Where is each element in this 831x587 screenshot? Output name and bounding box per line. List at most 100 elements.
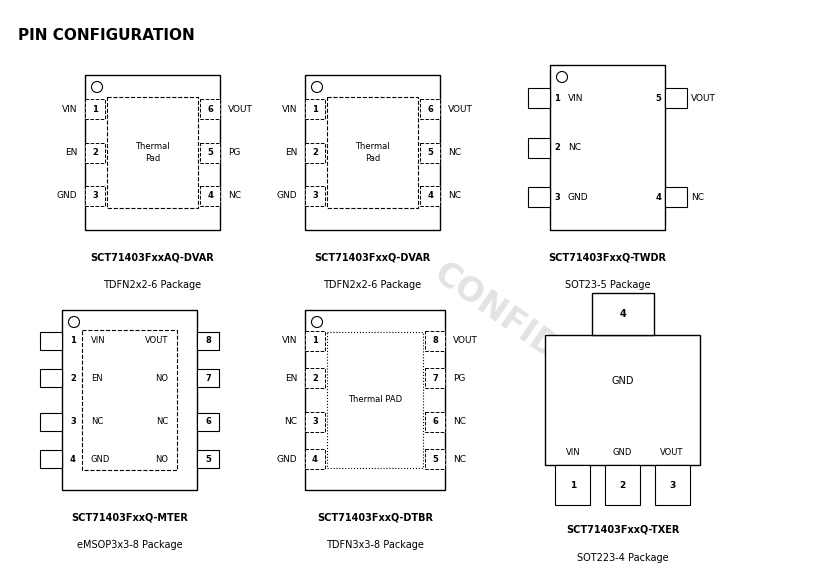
Bar [305, 99, 325, 119]
Bar [197, 450, 219, 468]
Text: NC: NC [448, 191, 461, 200]
Text: 3: 3 [312, 191, 318, 200]
Bar [327, 332, 423, 468]
Text: SCT71403FxxQ-TXER: SCT71403FxxQ-TXER [566, 525, 679, 535]
Text: NC: NC [448, 148, 461, 157]
Text: 8: 8 [205, 336, 211, 345]
Text: TDFN2x2-6 Package: TDFN2x2-6 Package [103, 280, 202, 290]
Text: GND: GND [612, 448, 632, 457]
Bar [305, 450, 325, 470]
Text: SCT71403FxxAQ-DVAR: SCT71403FxxAQ-DVAR [91, 252, 214, 262]
Bar [305, 143, 325, 163]
Bar [665, 187, 687, 207]
Text: 7: 7 [205, 374, 211, 383]
Bar [305, 310, 445, 490]
Text: 4: 4 [207, 191, 213, 200]
Text: GND: GND [57, 191, 77, 200]
Bar [420, 186, 440, 206]
Text: EN: EN [285, 148, 297, 157]
Text: 2: 2 [312, 148, 318, 157]
Bar [425, 330, 445, 350]
Text: NC: NC [228, 191, 241, 200]
Text: NC: NC [453, 417, 466, 426]
Bar [200, 143, 220, 163]
Text: 4: 4 [312, 455, 318, 464]
Text: 3: 3 [669, 481, 676, 490]
Text: GND: GND [612, 376, 634, 386]
Text: NC: NC [453, 455, 466, 464]
Text: 7: 7 [432, 374, 438, 383]
Text: 1: 1 [312, 336, 318, 345]
Bar [200, 99, 220, 119]
Text: VIN: VIN [568, 93, 583, 103]
Bar [327, 97, 418, 208]
Text: 3: 3 [312, 417, 318, 426]
Bar [40, 369, 62, 387]
Text: 5: 5 [207, 148, 213, 157]
Text: 5: 5 [205, 455, 211, 464]
Bar [528, 88, 550, 108]
Text: PG: PG [453, 374, 465, 383]
Text: VOUT: VOUT [661, 448, 684, 457]
Bar [555, 465, 590, 505]
Bar [592, 293, 653, 335]
Text: EN: EN [91, 374, 102, 383]
Bar [425, 450, 445, 470]
Text: NC: NC [91, 417, 103, 426]
Bar [545, 335, 700, 465]
Bar [665, 88, 687, 108]
Text: SCT71403FxxQ-DVAR: SCT71403FxxQ-DVAR [314, 252, 430, 262]
Text: Thermal PAD: Thermal PAD [348, 396, 402, 404]
Text: NC: NC [284, 417, 297, 426]
Text: GND: GND [568, 193, 588, 201]
Text: 2: 2 [554, 143, 560, 152]
Text: 2: 2 [92, 148, 98, 157]
Text: Thermal
Pad: Thermal Pad [135, 143, 170, 163]
Bar [40, 450, 62, 468]
Text: VIN: VIN [282, 104, 297, 114]
Text: 6: 6 [427, 104, 433, 114]
Bar [305, 186, 325, 206]
Text: 2: 2 [312, 374, 318, 383]
Bar [197, 369, 219, 387]
Text: GND: GND [277, 455, 297, 464]
Text: NC: NC [691, 193, 704, 201]
Text: VIN: VIN [91, 336, 106, 345]
Text: SOT223-4 Package: SOT223-4 Package [577, 553, 668, 563]
Bar [40, 413, 62, 431]
Text: 1: 1 [312, 104, 318, 114]
Bar [305, 369, 325, 389]
Text: NC: NC [155, 417, 168, 426]
Text: PIN CONFIGURATION: PIN CONFIGURATION [18, 28, 194, 43]
Text: Thermal
Pad: Thermal Pad [355, 143, 390, 163]
Text: 6: 6 [432, 417, 438, 426]
Text: VOUT: VOUT [691, 93, 715, 103]
Bar [197, 413, 219, 431]
Text: 1: 1 [70, 336, 76, 345]
Text: SOT23-5 Package: SOT23-5 Package [565, 280, 650, 290]
Bar [197, 332, 219, 350]
Bar [62, 310, 197, 490]
Bar [550, 65, 665, 230]
Bar [85, 75, 220, 230]
Text: 1: 1 [92, 104, 98, 114]
Bar [655, 465, 690, 505]
Text: SCT71403FxxQ-MTER: SCT71403FxxQ-MTER [71, 512, 188, 522]
Text: 2: 2 [70, 374, 76, 383]
Text: SCT71403FxxQ-TWDR: SCT71403FxxQ-TWDR [548, 252, 666, 262]
Text: SCT71403FxxQ-DTBR: SCT71403FxxQ-DTBR [317, 512, 433, 522]
Text: EN: EN [65, 148, 77, 157]
Text: 3: 3 [70, 417, 76, 426]
Bar [82, 330, 177, 470]
Bar [200, 186, 220, 206]
Text: VIN: VIN [282, 336, 297, 345]
Text: 2: 2 [619, 481, 626, 490]
Text: NO: NO [155, 455, 168, 464]
Text: 6: 6 [207, 104, 213, 114]
Text: TDFN3x3-8 Package: TDFN3x3-8 Package [326, 540, 424, 550]
Text: EN: EN [285, 374, 297, 383]
Bar [85, 186, 105, 206]
Bar [425, 411, 445, 431]
Text: CONFIDENTIAL: CONFIDENTIAL [427, 257, 673, 443]
Text: 1: 1 [570, 481, 576, 490]
